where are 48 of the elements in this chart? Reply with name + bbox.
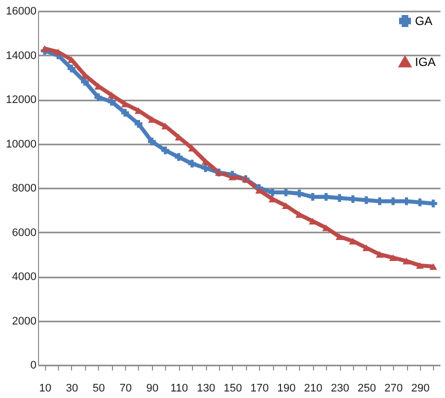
point <box>148 138 156 146</box>
point <box>362 244 370 252</box>
x-tick-label: 130 <box>196 382 216 394</box>
x-tick-label: 110 <box>170 382 188 394</box>
point <box>416 262 424 269</box>
point <box>429 263 438 270</box>
x-tick-label: 190 <box>277 382 296 394</box>
x-tick-label: 10 <box>39 382 52 394</box>
point <box>228 174 236 180</box>
point <box>161 146 170 154</box>
point <box>68 64 76 72</box>
point <box>188 160 196 168</box>
y-tick-label: 2000 <box>12 315 36 328</box>
y-tick-label: 14000 <box>6 50 36 62</box>
point <box>54 48 62 56</box>
point <box>174 153 183 161</box>
legend-label: IGA <box>415 55 436 69</box>
y-tick-label: 6000 <box>12 226 36 239</box>
x-tick-label: 250 <box>358 382 376 394</box>
x-tick-label: 70 <box>119 382 132 394</box>
point <box>81 78 89 86</box>
point <box>94 93 102 102</box>
x-tick-label: 210 <box>304 382 322 394</box>
point <box>295 190 304 198</box>
point <box>121 108 129 117</box>
x-tick-label: 150 <box>224 382 242 394</box>
x-tick-label: 290 <box>411 382 430 394</box>
y-tick-label: 16000 <box>6 6 36 18</box>
point <box>202 164 210 172</box>
point <box>134 120 142 128</box>
point <box>40 45 49 52</box>
y-tick-label: 0 <box>30 360 36 372</box>
y-tick-label: 12000 <box>6 94 36 106</box>
legend-label: GA <box>415 14 432 28</box>
y-tick-label: 8000 <box>12 182 36 194</box>
point <box>108 98 116 106</box>
y-tick-label: 10000 <box>6 138 36 150</box>
point <box>336 233 344 240</box>
x-tick-label: 30 <box>66 382 78 394</box>
y-tick-label: 4000 <box>12 271 36 283</box>
x-tick-label: 90 <box>146 382 159 394</box>
x-tick-label: 170 <box>250 382 269 394</box>
x-tick-label: 270 <box>384 382 403 394</box>
x-tick-label: 50 <box>92 382 105 394</box>
point <box>389 254 397 262</box>
point <box>402 258 410 264</box>
point <box>376 251 384 258</box>
x-tick-label: 230 <box>330 382 350 394</box>
